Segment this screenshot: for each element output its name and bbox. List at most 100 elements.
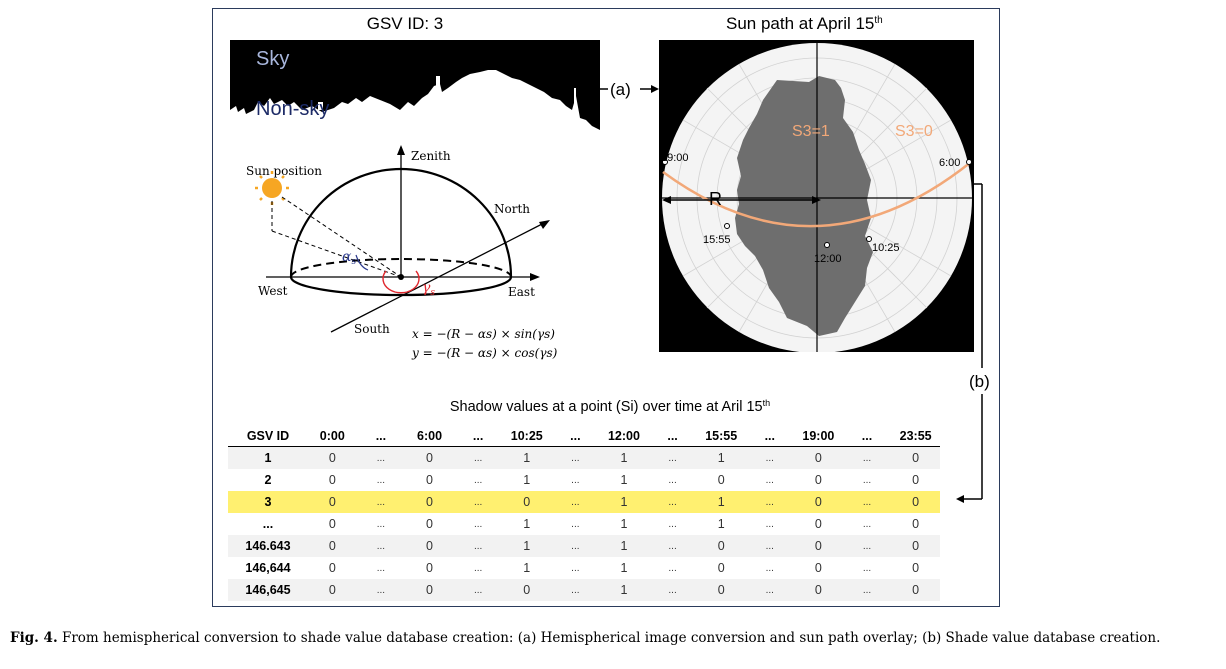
- gamma-symbol: γ: [422, 280, 431, 296]
- table-row: 2 0... 0... 1... 1... 0... 0... 0: [228, 469, 940, 491]
- table-cell: 0: [814, 561, 822, 575]
- table-cell: ...: [765, 562, 774, 574]
- table-cell: ...: [745, 491, 795, 513]
- table-cell: ...: [765, 518, 774, 530]
- table-cell: ...: [473, 518, 483, 530]
- caption-text: From hemispherical conversion to shade v…: [61, 630, 1161, 646]
- table-cell: ...: [376, 474, 386, 486]
- table-row: 3 0... 0... 0... 1... 1... 0... 0: [228, 491, 940, 513]
- header-cell: ...: [356, 426, 406, 447]
- header-cell: 10:25: [502, 426, 552, 447]
- table-cell: 0: [502, 491, 552, 513]
- alpha-symbol: α: [342, 249, 352, 265]
- south-label: South: [354, 322, 390, 336]
- table-cell: ...: [842, 535, 892, 557]
- radius-arrow-left: [662, 196, 671, 204]
- table-row: 146,645 0... 0... 0... 1... 0... 0... 0: [228, 579, 940, 601]
- table-cell: 1: [502, 535, 552, 557]
- equation-y: y = −(R − αs) × cos(γs): [411, 346, 558, 360]
- table-cell: ...: [571, 562, 580, 574]
- hemisphere-diagram: Sun position Zenith North West East Sout…: [246, 145, 558, 360]
- gamma-subscript: s: [430, 288, 435, 298]
- table-cell: 1: [523, 473, 531, 487]
- alpha-label: αs: [342, 249, 356, 267]
- header-cell: ...: [453, 426, 503, 447]
- row-gsv-id: 3: [228, 491, 308, 513]
- figure-frame: [212, 8, 1000, 607]
- arrow-b-label: (b): [969, 372, 990, 391]
- table-cell: 0: [308, 579, 357, 601]
- table-cell: ...: [356, 579, 406, 601]
- table-cell: 1: [523, 561, 531, 575]
- table-row: 1 0... 0... 1... 1... 1... 0... 0: [228, 446, 940, 469]
- table-title-main: Shadow values at a point (Si) over time …: [449, 399, 763, 415]
- header-cell: 19:00: [794, 426, 843, 447]
- nonsky-label: Non-sky: [256, 98, 330, 120]
- table-cell: ...: [356, 491, 406, 513]
- table-cell: ...: [356, 535, 406, 557]
- s3-equals-1-label: S3=1: [792, 123, 830, 140]
- table-cell: 0: [912, 473, 920, 487]
- table-cell: 0: [696, 579, 746, 601]
- table-cell: ...: [668, 562, 677, 574]
- header-cell: 12:00: [599, 426, 649, 447]
- table-cell: 1: [696, 446, 746, 469]
- table-cell: ...: [862, 474, 872, 486]
- table-cell: ...: [745, 579, 795, 601]
- hemisphere-base-back: [290, 258, 512, 278]
- table-cell: ...: [745, 535, 795, 557]
- header-cell: 23:55: [891, 426, 940, 447]
- caption-label: Fig. 4.: [10, 630, 58, 646]
- gamma-label: γs: [422, 280, 435, 298]
- table-cell: 0: [308, 491, 357, 513]
- table-cell: 0: [912, 517, 920, 531]
- table-cell: ...: [551, 579, 600, 601]
- sun-path-curve: [662, 161, 972, 228]
- time-label-1200: 12:00: [814, 253, 842, 265]
- row-gsv-id: 146,645: [228, 579, 308, 601]
- table-cell: 0: [696, 535, 746, 557]
- west-label: West: [258, 284, 288, 298]
- row-gsv-id: ...: [262, 517, 274, 531]
- table-cell: ...: [745, 446, 795, 469]
- time-label-0600: 6:00: [939, 157, 960, 169]
- header-cell: 6:00: [405, 426, 454, 447]
- table-cell: ...: [453, 446, 503, 469]
- table-cell: ...: [765, 474, 774, 486]
- table-cell: 0: [426, 473, 433, 487]
- arrow-a-label: (a): [610, 80, 631, 99]
- table-row: 146,644 0... 0... 1... 1... 0... 0... 0: [228, 557, 940, 579]
- table-cell: ...: [356, 446, 406, 469]
- table-cell: ...: [842, 491, 892, 513]
- time-marker-1200: [824, 242, 830, 248]
- table-cell: 1: [599, 446, 649, 469]
- table-cell: ...: [668, 518, 677, 530]
- table-cell: ...: [648, 579, 697, 601]
- row-gsv-id: 146.643: [228, 535, 308, 557]
- time-label-1025: 10:25: [872, 242, 900, 254]
- hemisphere-base-front: [289, 276, 513, 297]
- time-marker-1900: [662, 159, 668, 165]
- table-cell: ...: [551, 446, 600, 469]
- gsv-panel-title: GSV ID: 3: [366, 14, 444, 33]
- header-cell: 15:55: [696, 426, 746, 447]
- header-cell: ...: [648, 426, 697, 447]
- table-cell: 1: [620, 473, 628, 487]
- sun-projection-ground: [271, 230, 402, 278]
- time-label-1555: 15:55: [703, 234, 731, 246]
- table-cell: ...: [668, 474, 677, 486]
- table-cell: 0: [405, 491, 454, 513]
- sunpath-title: Sun path at April 15th: [726, 14, 926, 34]
- table-cell: 0: [308, 446, 357, 469]
- row-gsv-id: 146,644: [245, 561, 291, 575]
- table-cell: 0: [891, 491, 940, 513]
- time-marker-1555: [724, 223, 730, 229]
- table-cell: ...: [473, 474, 483, 486]
- observer-point: [398, 274, 404, 280]
- east-label: East: [508, 285, 535, 299]
- table-cell: 0: [891, 535, 940, 557]
- table-header-row: GSV ID 0:00 ... 6:00 ... 10:25 ... 12:00…: [228, 426, 940, 447]
- table-cell: 0: [502, 579, 552, 601]
- table-cell: 0: [717, 473, 725, 487]
- table-cell: 0: [308, 535, 357, 557]
